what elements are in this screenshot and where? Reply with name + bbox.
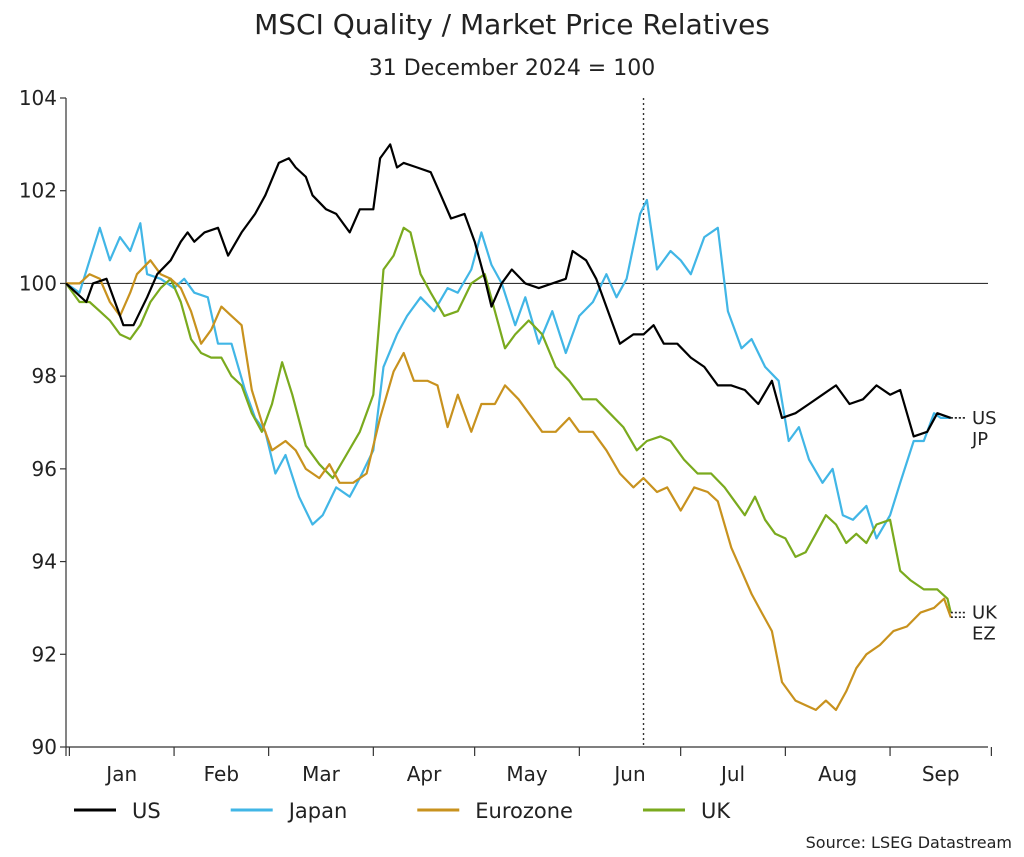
x-tick-label: Jun [612,762,645,786]
end-label-ez: EZ [972,624,996,645]
end-label-us: US [972,408,997,429]
chart-title: MSCI Quality / Market Price Relatives [254,8,770,41]
y-tick-label: 102 [19,179,57,203]
x-tick-label: Mar [302,762,341,786]
x-tick-label: Sep [922,762,960,786]
x-tick-label: Aug [818,762,857,786]
end-label-uk: UK [972,603,998,624]
chart-subtitle: 31 December 2024 = 100 [369,56,655,81]
x-tick-label: Jan [104,762,137,786]
legend-label-uk: UK [701,799,731,823]
legend-label-japan: Japan [287,799,348,823]
end-label-jp: JP [971,429,988,450]
y-tick-label: 94 [32,550,57,574]
y-tick-label: 98 [32,364,57,388]
x-tick-label: Feb [204,762,239,786]
source-note: Source: LSEG Datastream [806,833,1012,852]
plot-area: 90 92 94 96 98 100 102 104 Jan Feb Mar Apr May Jun Jul… [19,86,998,786]
series-line-us [65,143,952,438]
legend-label-us: US [132,799,161,823]
legend: US Japan Eurozone UK [74,799,731,823]
y-tick-label: 96 [32,457,57,481]
y-tick-label: 104 [19,86,57,110]
y-tick-label: 92 [32,642,57,666]
x-tick-label: Jul [719,762,745,786]
y-tick-label: 90 [32,735,57,759]
series-line-japan [65,198,951,540]
series-line-eurozone [66,259,952,711]
legend-label-eurozone: Eurozone [475,799,573,823]
series-line-uk [65,226,952,613]
y-tick-label: 100 [19,271,57,295]
x-tick-label: Apr [407,762,442,786]
x-tick-label: May [506,762,548,786]
